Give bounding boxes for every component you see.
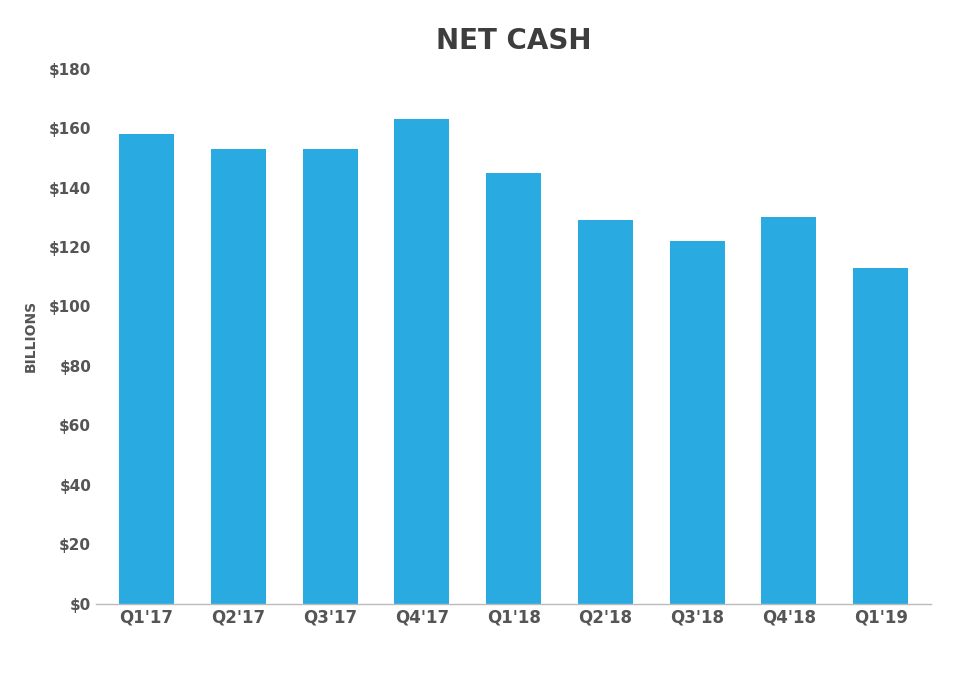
Bar	[302, 149, 357, 604]
Bar	[761, 217, 816, 604]
Bar	[395, 119, 449, 604]
Bar	[211, 149, 266, 604]
Bar	[119, 134, 174, 604]
Bar	[853, 268, 908, 604]
Title: NET CASH: NET CASH	[436, 27, 591, 55]
Bar	[486, 173, 541, 604]
Bar	[578, 220, 633, 604]
Bar	[670, 241, 725, 604]
Y-axis label: BILLIONS: BILLIONS	[24, 300, 37, 372]
